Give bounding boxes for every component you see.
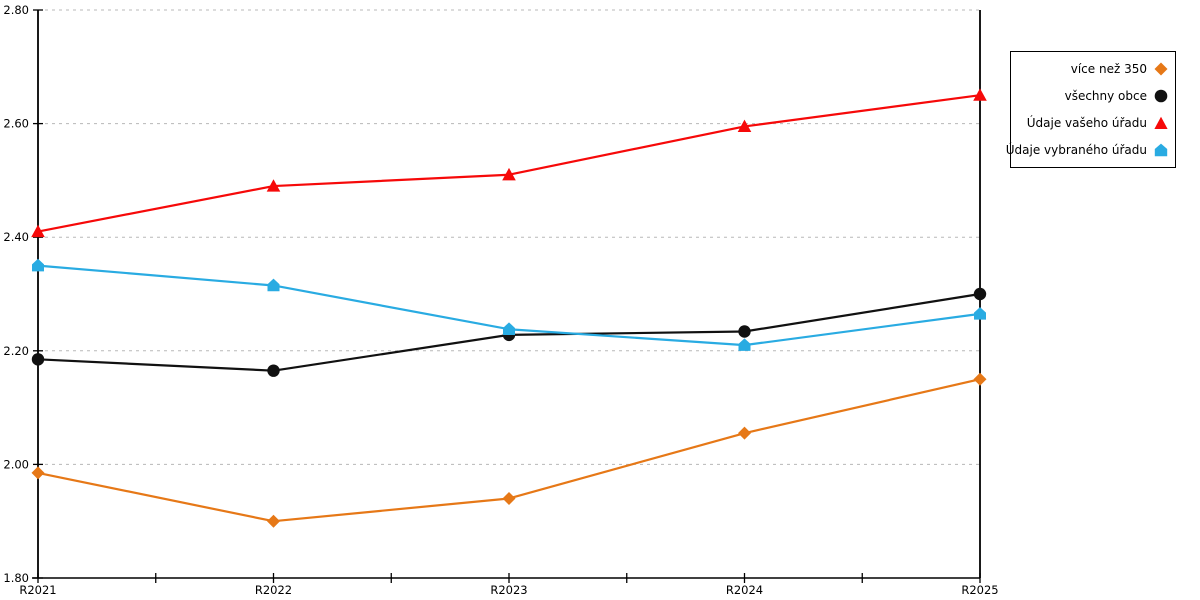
- svg-text:R2024: R2024: [726, 583, 763, 597]
- legend-label: všechny obce: [1064, 89, 1147, 104]
- svg-text:2.80: 2.80: [3, 3, 29, 17]
- legend-item: Údaje vašeho úřadu: [1011, 116, 1175, 130]
- circle-marker-icon: [1154, 89, 1168, 103]
- svg-text:R2022: R2022: [255, 583, 292, 597]
- svg-text:2.20: 2.20: [3, 344, 29, 358]
- legend-item: všechny obce: [1011, 89, 1175, 103]
- legend-item: Údaje vybraného úřadu: [1006, 143, 1175, 157]
- svg-text:1.80: 1.80: [3, 571, 29, 585]
- diamond-marker-icon: [1154, 62, 1168, 76]
- legend: více než 350 všechny obce Údaje vašeho ú…: [1006, 51, 1176, 168]
- svg-text:R2025: R2025: [961, 583, 998, 597]
- triangle-marker-icon: [1154, 116, 1168, 130]
- legend-label: Údaje vybraného úřadu: [1005, 142, 1147, 157]
- legend-label: Údaje vašeho úřadu: [1026, 115, 1147, 130]
- legend-label: více než 350: [1070, 62, 1147, 77]
- legend-item: více než 350: [1011, 62, 1175, 76]
- pentagon-marker-icon: [1154, 143, 1168, 157]
- svg-text:2.60: 2.60: [3, 117, 29, 131]
- svg-text:R2023: R2023: [490, 583, 527, 597]
- svg-text:R2021: R2021: [19, 583, 56, 597]
- svg-text:2.00: 2.00: [3, 457, 29, 471]
- svg-text:2.40: 2.40: [3, 230, 29, 244]
